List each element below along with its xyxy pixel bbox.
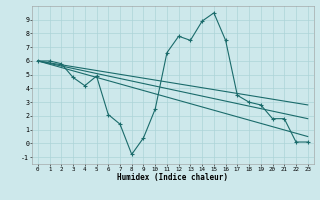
X-axis label: Humidex (Indice chaleur): Humidex (Indice chaleur): [117, 173, 228, 182]
